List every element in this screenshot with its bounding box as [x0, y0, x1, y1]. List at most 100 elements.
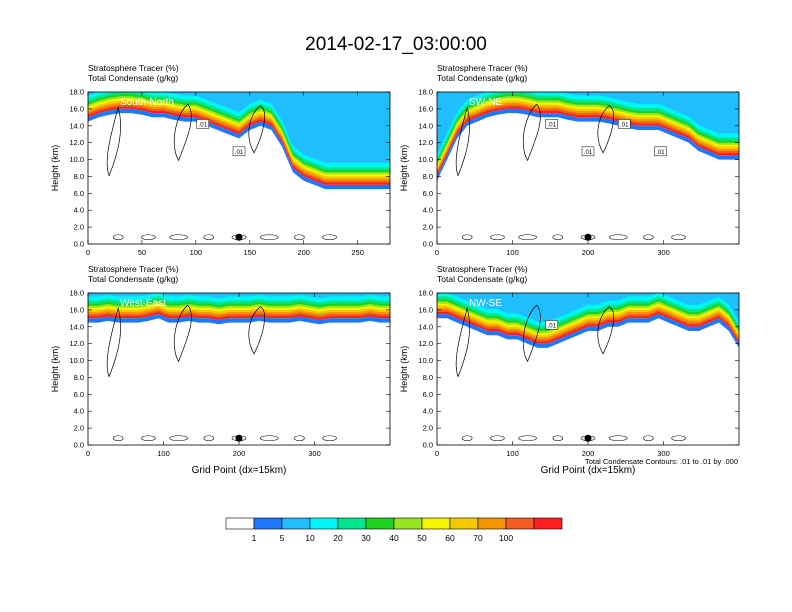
- condensate-contour: [518, 435, 537, 442]
- plot-area: .01 .01 .01 .01: [437, 92, 739, 244]
- colorbar-swatch: [393, 517, 423, 530]
- contour-label: .01: [235, 150, 244, 156]
- y-tick-label: 0.0: [423, 441, 433, 450]
- contour-label-box: [232, 146, 246, 157]
- panel-subtitle: Total Condensate (g/kg): [437, 73, 527, 83]
- colorbar-swatch: [533, 517, 563, 530]
- y-tick-label: 0.0: [74, 441, 84, 450]
- y-tick-label: 6.0: [74, 189, 84, 198]
- colorbar-label: 5: [280, 533, 285, 543]
- condensate-contour: [173, 103, 192, 162]
- panel-subtitle: Stratosphere Tracer (%): [437, 264, 528, 274]
- colorbar-label: 100: [499, 533, 513, 543]
- colorbar-swatch: [281, 517, 311, 530]
- panel-subtitle: Total Condensate (g/kg): [88, 274, 178, 284]
- contour-label-box: [545, 119, 559, 129]
- condensate-contour: [608, 435, 628, 442]
- colorbar-label: 60: [445, 533, 455, 543]
- y-tick-label: 2.0: [423, 424, 433, 433]
- y-tick-label: 2.0: [74, 424, 84, 433]
- condensate-contour: [552, 234, 564, 241]
- panel-subtitle: Stratosphere Tracer (%): [437, 63, 528, 73]
- condensate-contour: [112, 234, 124, 241]
- location-marker: [584, 233, 592, 241]
- y-tick-label: 10.0: [69, 155, 84, 164]
- location-marker: [235, 434, 243, 442]
- colorbar-swatch: [505, 517, 535, 530]
- y-tick-label: 4.0: [423, 407, 433, 416]
- colorbar-swatch: [365, 517, 395, 530]
- y-tick-label: 0.0: [74, 240, 84, 249]
- panel-west-east: Stratosphere Tracer (%)Total Condensate …: [50, 264, 391, 476]
- condensate-contour: [490, 435, 505, 442]
- y-tick-label: 8.0: [423, 373, 433, 382]
- condensate-contour: [322, 234, 337, 241]
- y-tick-label: 18.0: [418, 88, 433, 97]
- y-tick-label: 16.0: [418, 104, 433, 113]
- colorbar-swatch: [449, 517, 479, 530]
- plot-area: .01 .01: [88, 92, 390, 244]
- contour-label: .01: [656, 150, 665, 156]
- condensate-contour: [169, 234, 188, 241]
- contour-label-box: [654, 146, 667, 157]
- contour-label-box: [617, 119, 631, 129]
- y-tick-label: 6.0: [423, 189, 433, 198]
- y-axis-label: Height (km): [399, 145, 409, 192]
- y-tick-label: 14.0: [418, 121, 433, 130]
- panels: Stratosphere Tracer (%)Total Condensate …: [50, 63, 740, 476]
- y-tick-label: 14.0: [69, 322, 84, 331]
- condensate-contour: [203, 435, 215, 442]
- x-tick-label: 100: [506, 449, 519, 458]
- condensate-contour: [490, 234, 505, 241]
- colorbar-swatch: [421, 517, 451, 530]
- y-tick-label: 18.0: [69, 289, 84, 298]
- condensate-contour: [248, 105, 265, 154]
- condensate-contour: [608, 234, 628, 241]
- y-tick-label: 0.0: [423, 240, 433, 249]
- y-tick-label: 18.0: [418, 289, 433, 298]
- y-tick-label: 10.0: [418, 356, 433, 365]
- plot-frame: [87, 91, 391, 245]
- condensate-contour: [597, 306, 614, 355]
- tracer-band: [437, 293, 739, 322]
- x-tick-label: 0: [86, 248, 90, 257]
- location-marker: [235, 233, 243, 241]
- x-tick-label: 50: [138, 248, 146, 257]
- contour-label-box: [196, 119, 210, 129]
- x-tick-label: 100: [157, 449, 170, 458]
- condensate-contour: [552, 435, 564, 442]
- x-axis-label: Grid Point (dx=15km): [541, 465, 636, 476]
- condensate-contour: [461, 234, 473, 241]
- x-tick-label: 300: [308, 449, 321, 458]
- colorbar-label: 1: [252, 533, 257, 543]
- tracer-band: [437, 92, 739, 155]
- panel-subtitle: Stratosphere Tracer (%): [88, 264, 179, 274]
- condensate-contour: [671, 234, 686, 241]
- x-tick-label: 300: [657, 248, 670, 257]
- panel-nw-se: Stratosphere Tracer (%)Total Condensate …: [399, 264, 740, 476]
- colorbar-swatch: [477, 517, 507, 530]
- condensate-contour: [112, 435, 124, 442]
- y-tick-label: 12.0: [69, 138, 84, 147]
- colorbar: 1 5 10 20 30 40 50 60 70 100: [225, 517, 563, 543]
- colorbar-label: 20: [333, 533, 343, 543]
- y-tick-label: 10.0: [418, 155, 433, 164]
- panel-sw-ne: Stratosphere Tracer (%)Total Condensate …: [399, 63, 740, 257]
- location-marker: [584, 434, 592, 442]
- contour-label-box: [581, 146, 595, 157]
- x-tick-label: 200: [297, 248, 310, 257]
- section-label: South-North: [120, 97, 174, 108]
- colorbar-label: 10: [305, 533, 315, 543]
- y-tick-label: 14.0: [69, 121, 84, 130]
- y-tick-label: 12.0: [418, 138, 433, 147]
- y-tick-label: 16.0: [69, 104, 84, 113]
- y-axis-label: Height (km): [399, 346, 409, 393]
- condensate-contour: [643, 435, 654, 442]
- tracer-band: [88, 92, 390, 163]
- y-tick-label: 4.0: [423, 206, 433, 215]
- panel-subtitle: Stratosphere Tracer (%): [88, 63, 179, 73]
- x-axis-label: Grid Point (dx=15km): [192, 465, 287, 476]
- x-tick-label: 250: [351, 248, 364, 257]
- contour-label: .01: [199, 122, 208, 128]
- y-tick-label: 2.0: [74, 223, 84, 232]
